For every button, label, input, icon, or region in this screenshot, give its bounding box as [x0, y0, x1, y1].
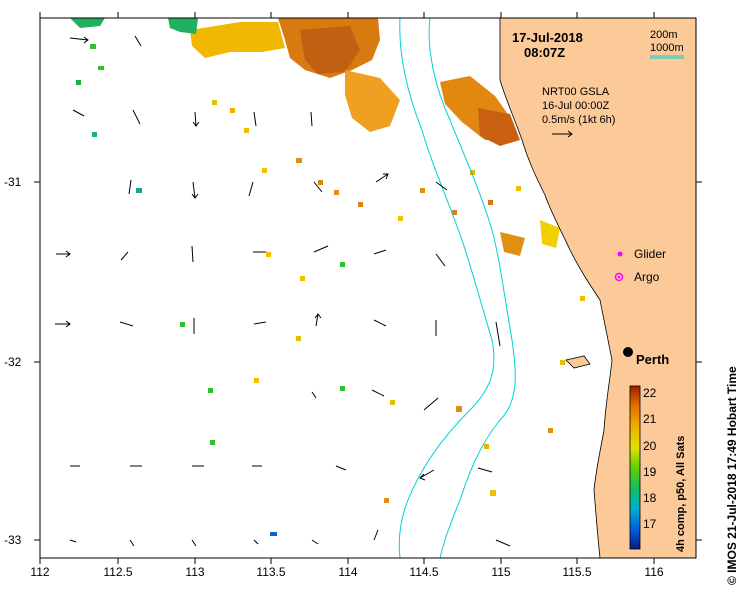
x-tick-label: 113	[185, 565, 205, 579]
colorbar-tick-label: 17	[643, 517, 657, 531]
x-tick-label: 112	[30, 565, 50, 579]
glider-label: Glider	[634, 247, 667, 261]
colorbar-tick-label: 22	[643, 386, 657, 400]
x-tick-label: 112.5	[103, 565, 133, 579]
city-label-perth: Perth	[636, 352, 670, 367]
x-tick-label: 115.5	[562, 565, 592, 579]
colorbar-tick-label: 19	[643, 465, 657, 479]
legend-isobath-1000: 1000m	[650, 42, 684, 54]
axis-ticks	[34, 12, 702, 564]
x-tick-label: 115	[491, 565, 511, 579]
argo-marker-icon	[614, 272, 624, 282]
legend-isobath-200: 200m	[650, 29, 678, 41]
map-date: 17-Jul-2018	[512, 30, 583, 45]
current-source: NRT00 GSLA	[542, 86, 610, 98]
sst-patches	[70, 18, 560, 256]
x-tick-label: 114.5	[409, 565, 439, 579]
map-time: 08:07Z	[524, 45, 566, 60]
island	[565, 355, 591, 369]
argo-label: Argo	[634, 270, 660, 284]
sst-pixels	[76, 44, 585, 536]
map-frame	[39, 17, 697, 559]
current-scale: 0.5m/s (1kt 6h)	[542, 114, 616, 126]
perth-marker-icon	[623, 347, 633, 357]
current-scale-arrow	[552, 130, 573, 138]
x-tick-label: 116	[644, 565, 664, 579]
colorbar-tick-label: 20	[643, 439, 657, 453]
colorbar-title: 4h comp, p50, All Sats	[675, 435, 687, 552]
land-mass	[499, 18, 696, 558]
colorbar	[629, 385, 641, 550]
copyright-text: © IMOS 21-Jul-2018 17:49 Hobart Time	[725, 366, 739, 585]
current-date: 16-Jul 00:00Z	[542, 100, 610, 112]
y-tick-label: -33	[4, 533, 22, 547]
y-tick-label: -32	[4, 355, 22, 369]
current-vectors	[55, 35, 511, 547]
y-tick-label: -31	[4, 175, 22, 189]
colorbar-tick-label: 21	[643, 412, 657, 426]
x-tick-label: 114	[338, 565, 358, 579]
colorbar-tick-label: 18	[643, 491, 657, 505]
isobaths	[398, 18, 516, 558]
glider-marker-icon	[617, 251, 623, 257]
x-tick-label: 113.5	[256, 565, 286, 579]
